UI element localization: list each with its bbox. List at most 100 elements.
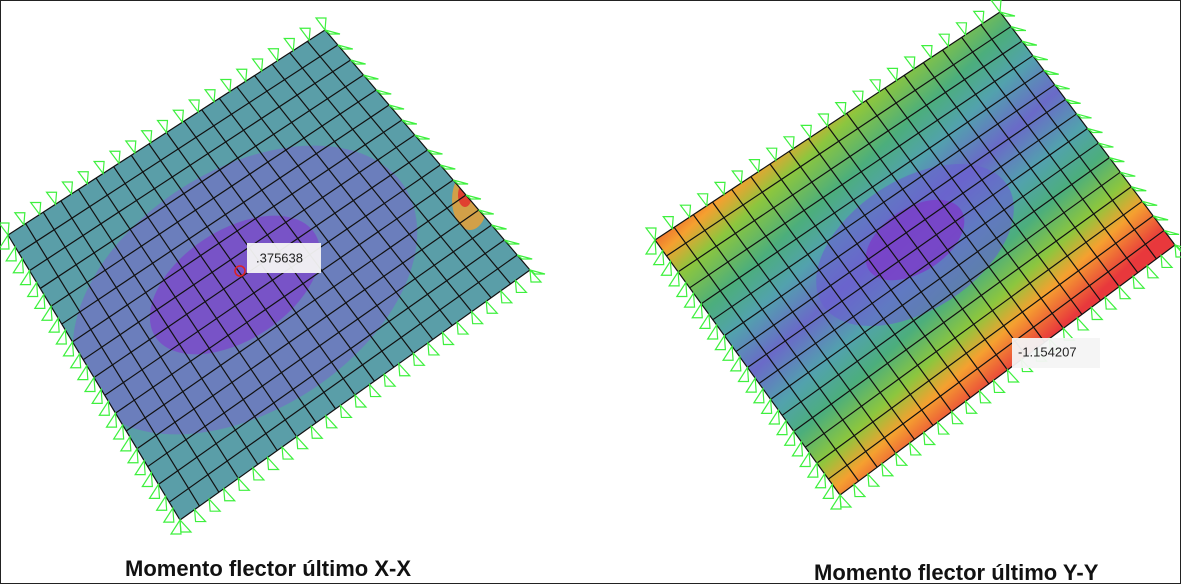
support bbox=[767, 148, 777, 160]
support bbox=[888, 68, 898, 80]
support bbox=[654, 251, 664, 265]
support bbox=[443, 333, 454, 345]
support bbox=[692, 304, 702, 318]
support bbox=[472, 312, 483, 324]
value-label: -1.154207 bbox=[1018, 344, 1077, 359]
support bbox=[910, 443, 921, 455]
support bbox=[663, 217, 673, 229]
support bbox=[939, 34, 949, 46]
support bbox=[1077, 318, 1088, 330]
support bbox=[870, 80, 880, 92]
support bbox=[792, 442, 802, 456]
support bbox=[922, 46, 932, 58]
support bbox=[746, 378, 756, 392]
support bbox=[110, 151, 120, 163]
support bbox=[253, 59, 263, 71]
support bbox=[698, 194, 708, 206]
support bbox=[777, 421, 787, 435]
support bbox=[938, 422, 949, 434]
support bbox=[237, 69, 247, 81]
support bbox=[94, 162, 104, 174]
support bbox=[750, 160, 760, 172]
support bbox=[785, 431, 795, 445]
support bbox=[221, 80, 231, 92]
support bbox=[300, 28, 310, 40]
support bbox=[952, 412, 963, 424]
support bbox=[669, 272, 679, 286]
caption: Momento flector último X-X bbox=[125, 556, 411, 581]
support bbox=[980, 391, 991, 403]
support bbox=[1091, 308, 1102, 320]
support bbox=[854, 485, 865, 497]
support bbox=[646, 240, 656, 254]
support bbox=[515, 280, 526, 292]
value-label-box: -1.154207 bbox=[1012, 338, 1100, 368]
support bbox=[126, 141, 136, 153]
support bbox=[530, 270, 545, 274]
support bbox=[732, 171, 742, 183]
support bbox=[715, 182, 725, 194]
support bbox=[646, 228, 656, 240]
support bbox=[0, 235, 9, 249]
support bbox=[685, 293, 695, 307]
support bbox=[831, 495, 841, 509]
support bbox=[754, 389, 764, 403]
support bbox=[905, 57, 915, 69]
support bbox=[78, 172, 88, 184]
support bbox=[62, 182, 72, 194]
support bbox=[47, 192, 57, 204]
support bbox=[340, 405, 351, 417]
support bbox=[739, 368, 749, 382]
support bbox=[1105, 297, 1116, 309]
value-label: .375638 bbox=[256, 250, 303, 265]
support bbox=[205, 90, 215, 102]
support bbox=[957, 23, 967, 35]
support bbox=[801, 125, 811, 137]
figure: .375638 -1.154207 Momento flector último… bbox=[0, 0, 1181, 584]
support bbox=[762, 399, 772, 413]
support bbox=[769, 410, 779, 424]
support bbox=[268, 458, 279, 470]
value-label-box: .375638 bbox=[235, 243, 321, 276]
support bbox=[413, 353, 424, 365]
support bbox=[661, 261, 671, 275]
support bbox=[1161, 255, 1172, 267]
support bbox=[731, 357, 741, 371]
support bbox=[297, 437, 308, 449]
support bbox=[224, 489, 235, 501]
support bbox=[253, 468, 264, 480]
support bbox=[142, 131, 152, 143]
support bbox=[784, 137, 794, 149]
support bbox=[0, 223, 9, 235]
support bbox=[819, 114, 829, 126]
support bbox=[501, 291, 512, 303]
support bbox=[180, 520, 191, 532]
support bbox=[808, 463, 818, 477]
support bbox=[268, 49, 278, 61]
support bbox=[189, 100, 199, 112]
support bbox=[326, 416, 337, 428]
support bbox=[284, 39, 294, 51]
support bbox=[836, 103, 846, 115]
support bbox=[173, 110, 183, 122]
support bbox=[195, 510, 206, 522]
support bbox=[1119, 287, 1130, 299]
support bbox=[991, 0, 1001, 12]
support bbox=[966, 401, 977, 413]
support bbox=[994, 380, 1005, 392]
support bbox=[974, 11, 984, 23]
support bbox=[282, 447, 293, 459]
support bbox=[316, 18, 326, 30]
support bbox=[896, 453, 907, 465]
support bbox=[681, 205, 691, 217]
support bbox=[399, 364, 410, 376]
caption: Momento flector último Y-Y bbox=[814, 560, 1099, 584]
support bbox=[1008, 370, 1019, 382]
support bbox=[677, 283, 687, 297]
support bbox=[457, 322, 468, 334]
support bbox=[209, 499, 220, 511]
support bbox=[816, 474, 826, 488]
contour-plate-y bbox=[655, 12, 1175, 495]
support bbox=[708, 325, 718, 339]
support bbox=[486, 301, 497, 313]
